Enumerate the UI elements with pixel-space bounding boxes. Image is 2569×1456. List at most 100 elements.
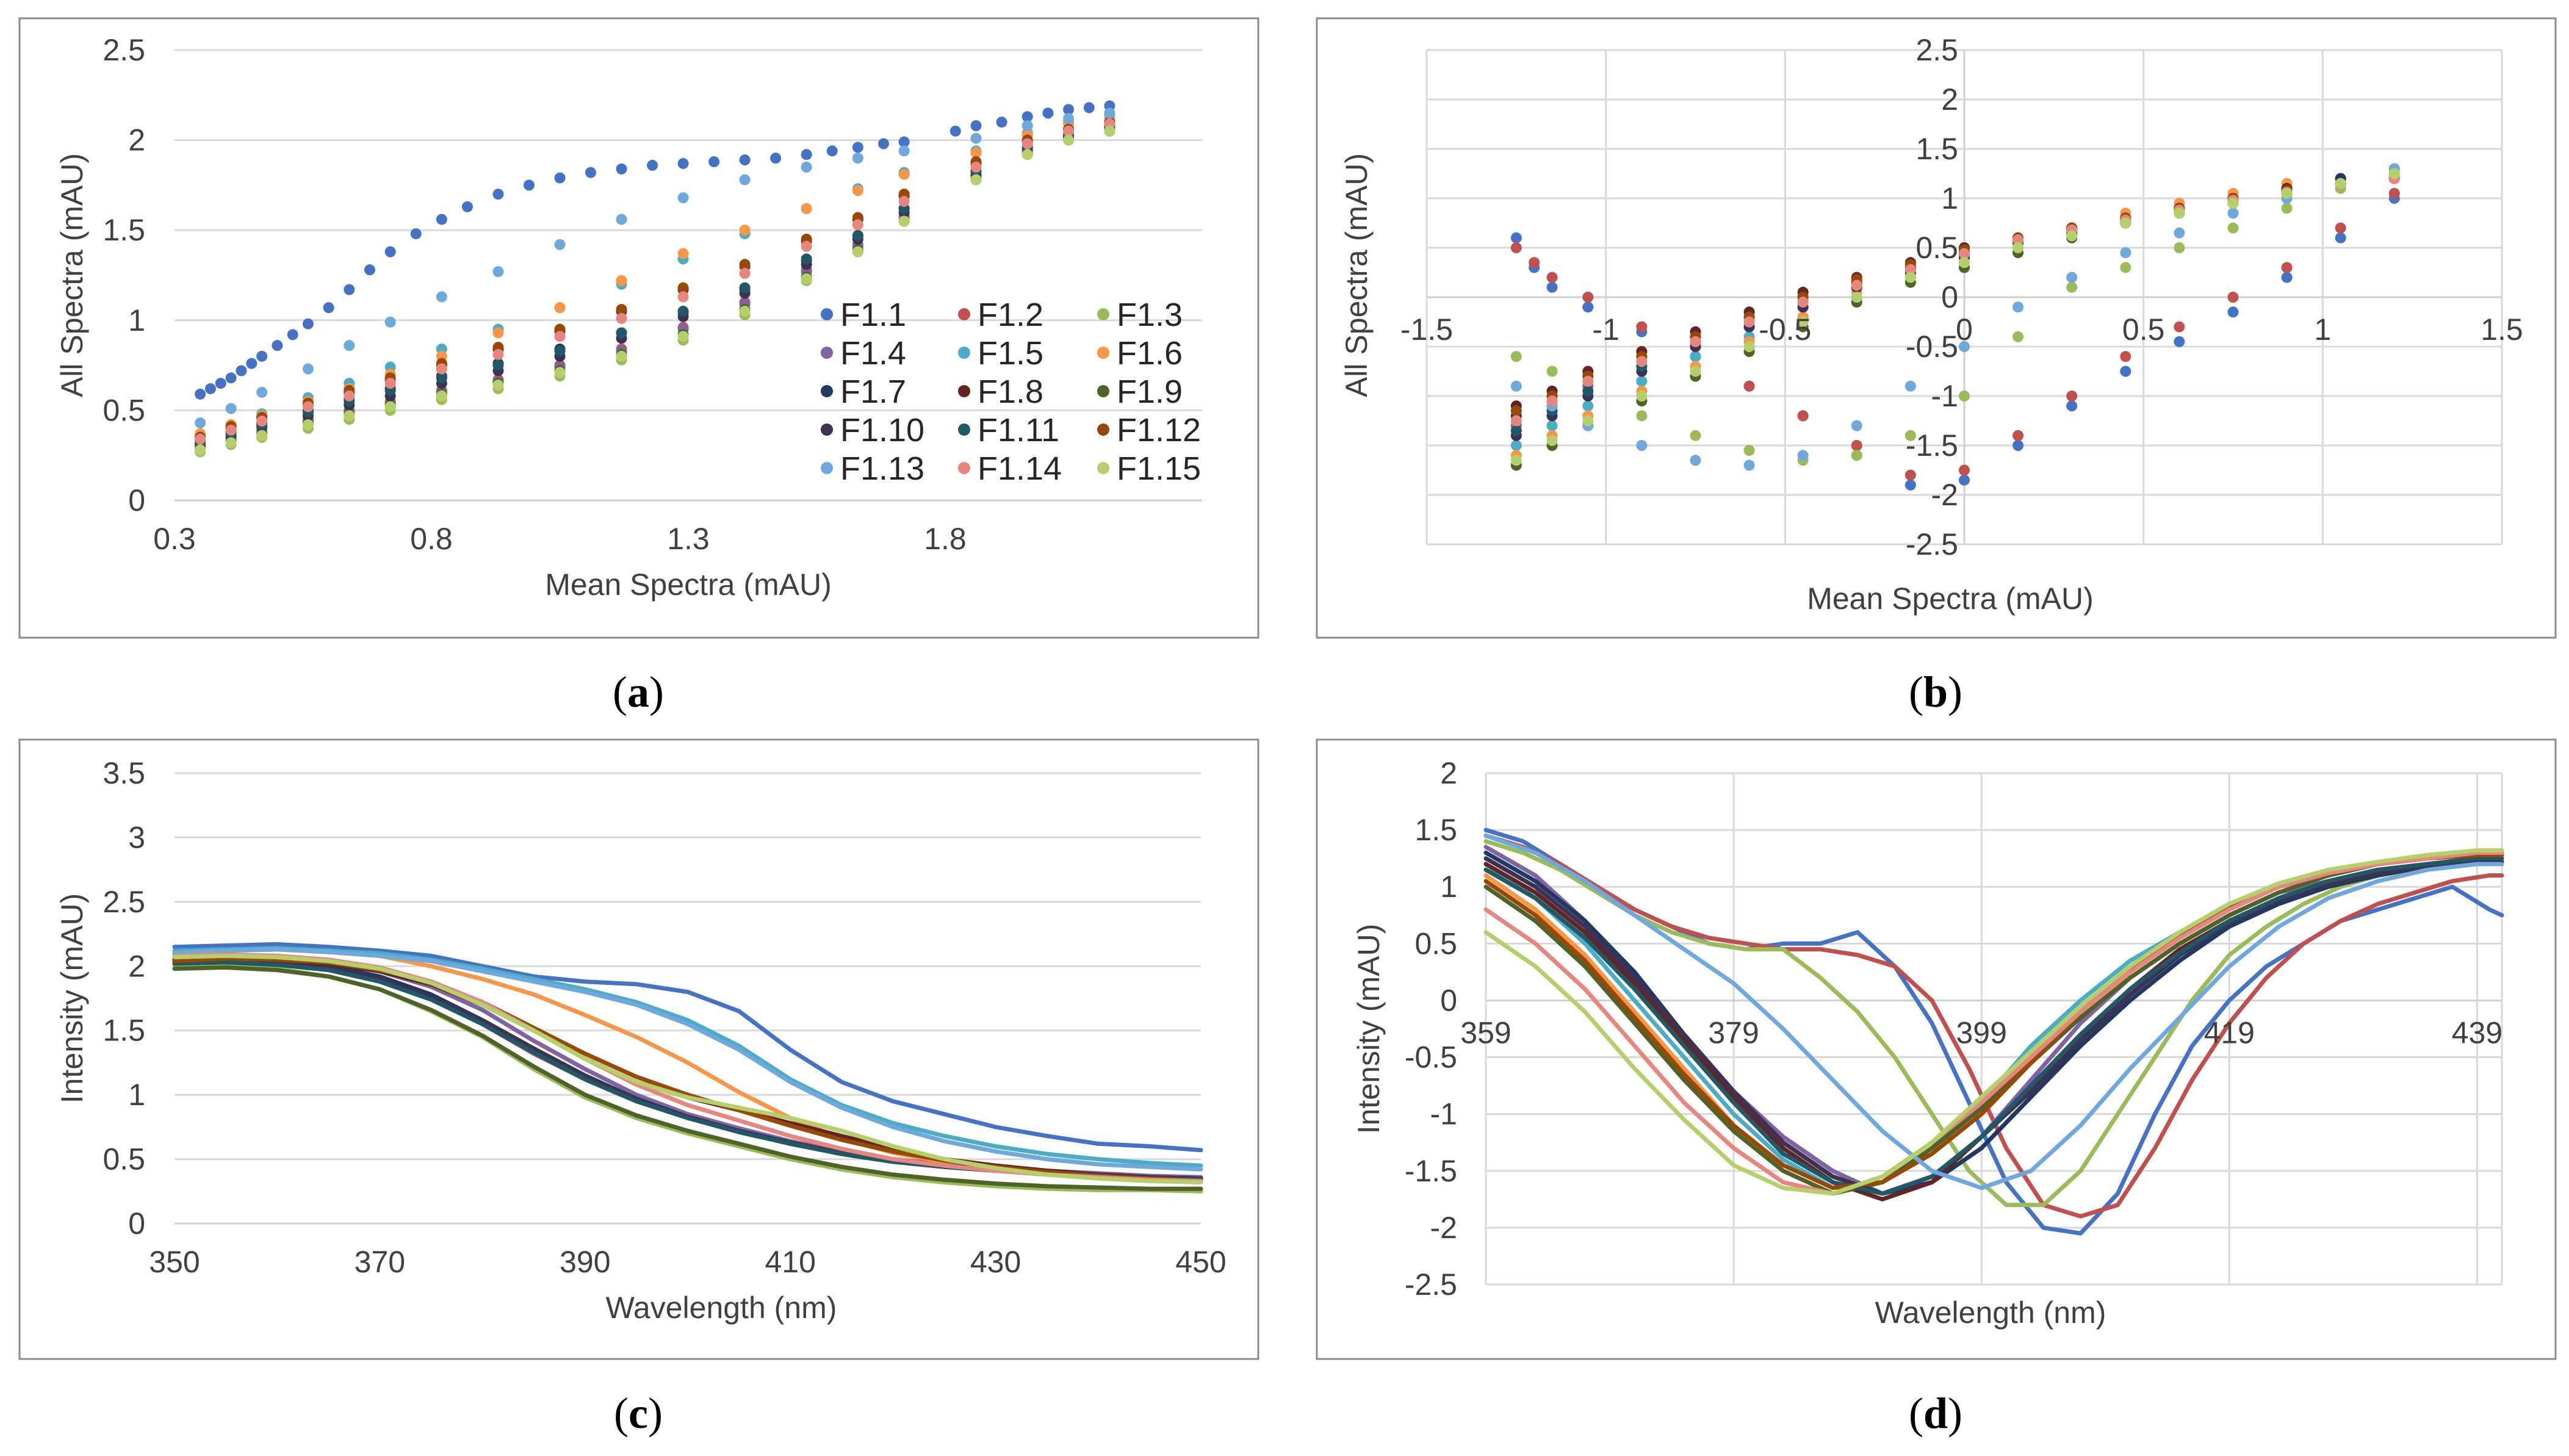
legend-item: F1.11 <box>958 412 1059 449</box>
data-point <box>1546 281 1558 293</box>
data-point <box>1959 248 1970 259</box>
data-point <box>1851 450 1862 461</box>
data-point <box>801 149 812 160</box>
series-F1.15 <box>1510 168 2400 466</box>
data-point <box>739 154 751 166</box>
data-point <box>554 345 566 356</box>
x-tick-label: 0.3 <box>153 522 196 556</box>
data-point <box>436 363 447 375</box>
legend-item: F1.12 <box>1097 412 1201 449</box>
legend-item: F1.5 <box>958 335 1043 372</box>
data-point <box>1582 301 1594 313</box>
data-point <box>204 383 216 394</box>
y-tick-label: 3 <box>128 820 145 854</box>
data-point <box>1021 120 1033 131</box>
data-point <box>616 327 627 339</box>
data-point <box>2281 272 2293 283</box>
data-point <box>739 282 751 294</box>
series-line-F1.2 <box>1483 833 2504 1219</box>
legend-marker <box>1097 347 1109 359</box>
data-point <box>256 386 268 398</box>
legend-marker <box>1097 462 1109 474</box>
data-point <box>1743 341 1755 352</box>
data-point <box>1510 440 1522 451</box>
x-tick-label: 430 <box>970 1245 1021 1279</box>
data-point <box>492 380 504 391</box>
legend-label: F1.8 <box>978 373 1043 410</box>
data-point <box>1959 257 1970 268</box>
data-point <box>1690 351 1701 362</box>
series-line-F1.9 <box>172 965 1203 1191</box>
x-axis-title: Wavelength (nm) <box>606 1291 837 1325</box>
y-tick-label: -2.5 <box>1405 1267 1457 1302</box>
y-tick-label: 0 <box>1440 983 1457 1017</box>
data-point <box>344 340 355 351</box>
data-point <box>585 167 597 178</box>
legend-item: F1.9 <box>1097 373 1183 410</box>
x-tick-label: 419 <box>2204 1015 2255 1050</box>
data-point <box>801 203 812 214</box>
x-tick-label: 399 <box>1956 1015 2006 1050</box>
y-tick-label: 1 <box>128 303 145 337</box>
legend-label: F1.3 <box>1117 297 1183 333</box>
data-point <box>272 340 283 351</box>
data-point <box>801 253 812 265</box>
data-point <box>436 390 447 402</box>
legend-marker <box>821 462 833 474</box>
y-tick-label: 2 <box>128 949 145 983</box>
data-point <box>1797 297 1809 308</box>
legend-label: F1.13 <box>840 450 924 487</box>
data-point <box>739 306 751 317</box>
data-point <box>1959 341 1970 352</box>
x-tick-label: 0 <box>1956 312 1973 347</box>
x-tick-label: 0.5 <box>2122 312 2165 347</box>
data-point <box>195 417 206 429</box>
x-tick-label: 359 <box>1460 1015 1511 1050</box>
data-point <box>492 266 504 278</box>
legend-marker <box>958 347 970 359</box>
data-point <box>898 195 910 207</box>
x-tick-label: 390 <box>560 1245 610 1279</box>
data-point <box>1063 134 1075 146</box>
x-tick-label: 439 <box>2452 1015 2502 1050</box>
data-point <box>2227 292 2239 303</box>
data-point <box>2281 203 2293 214</box>
legend: F1.1 F1.2 F1.3F1.4 F1.5 F1.6F1.7 F1.8 F1.9F1.1… <box>821 297 1201 487</box>
data-point <box>739 259 751 270</box>
data-point <box>554 172 566 184</box>
y-tick-label: 2 <box>1440 756 1457 790</box>
data-point <box>1546 420 1558 431</box>
data-point <box>770 153 782 164</box>
y-tick-label: 1.5 <box>1915 132 1958 166</box>
data-point <box>215 378 226 389</box>
data-point <box>225 437 237 449</box>
y-axis-title: Intensity (mAU) <box>55 893 89 1104</box>
series-F1.14 <box>195 118 1115 445</box>
legend-label: F1.4 <box>840 335 906 372</box>
legend-item: F1.10 <box>821 412 924 449</box>
data-point <box>436 291 447 303</box>
caption-d: (d) <box>1909 1389 1962 1438</box>
legend-label: F1.12 <box>1117 412 1201 449</box>
y-axis-title: All Spectra (mAU) <box>1339 153 1374 397</box>
y-tick-label: 2.5 <box>103 33 145 67</box>
data-point <box>1904 272 1916 283</box>
legend-marker <box>958 385 970 397</box>
legend-item: F1.2 <box>958 297 1043 333</box>
series-line-F1.15 <box>172 953 1203 1184</box>
data-point <box>1636 391 1648 402</box>
series-F1.15 <box>195 125 1115 456</box>
data-point <box>852 219 863 231</box>
data-point <box>554 239 566 250</box>
y-tick-label: 0 <box>1941 280 1958 314</box>
data-point <box>1510 242 1522 253</box>
data-point <box>2174 207 2185 219</box>
data-point <box>708 156 720 168</box>
data-point <box>1636 321 1648 333</box>
data-point <box>384 246 396 258</box>
data-point <box>1851 279 1862 291</box>
legend-label: F1.6 <box>1117 335 1183 372</box>
caption-a: (a) <box>613 668 664 716</box>
data-point <box>2012 234 2024 246</box>
